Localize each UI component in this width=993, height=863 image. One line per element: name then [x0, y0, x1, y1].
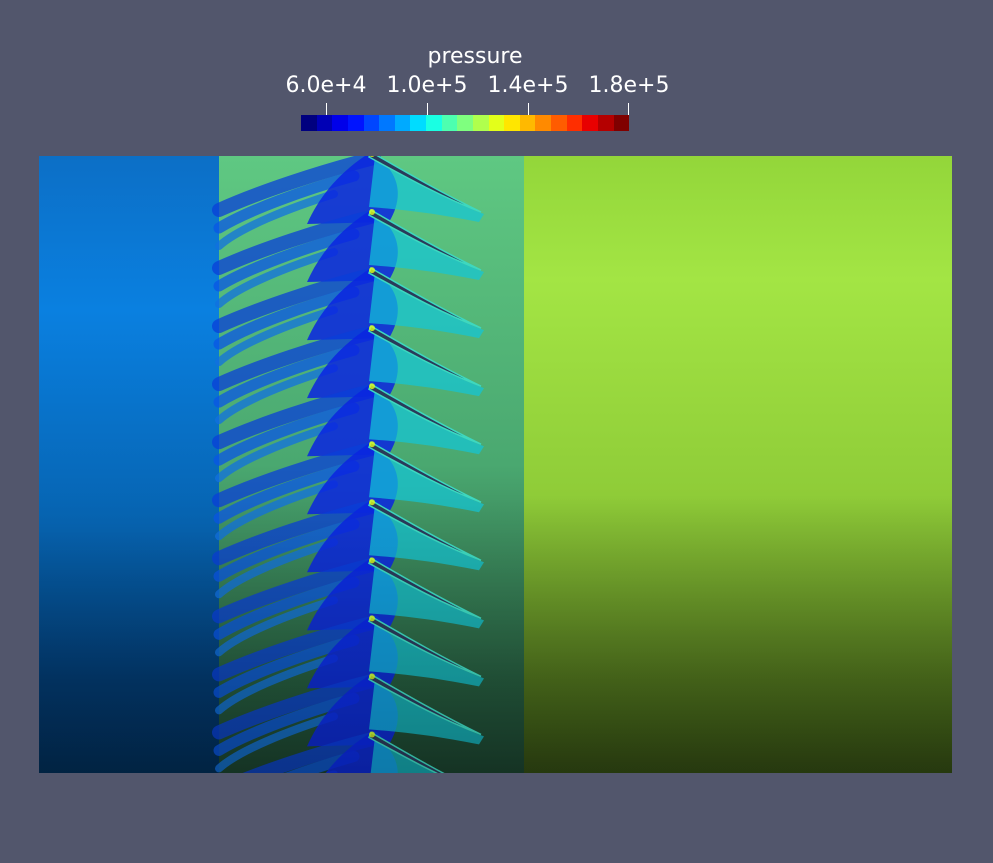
pressure-field-render[interactable] [39, 156, 952, 773]
colorbar-swatch [316, 115, 333, 131]
colorbar-swatch [566, 115, 583, 131]
colorbar-swatch [332, 115, 348, 131]
colorbar-swatch [410, 115, 426, 131]
colorbar-swatch [582, 115, 598, 131]
colorbar-swatch [379, 115, 395, 131]
colorbar-swatch [535, 115, 551, 131]
colorbar-swatch [363, 115, 380, 131]
colorbar-tick-mark [427, 103, 428, 117]
shading-overlay [39, 156, 952, 773]
colorbar-swatch [347, 115, 364, 131]
colorbar-tick-label: 6.0e+4 [285, 73, 367, 98]
colorbar-swatch [457, 115, 473, 131]
colorbar-swatch [472, 115, 489, 131]
colorbar-tick-mark [528, 103, 529, 117]
colorbar-swatch [504, 115, 520, 131]
colorbar-swatch [426, 115, 442, 131]
colorbar-tick-label: 1.8e+5 [588, 73, 670, 98]
colorbar-swatch [394, 115, 411, 131]
colorbar-swatch [488, 115, 505, 131]
colorbar-title: pressure [427, 44, 523, 69]
colorbar-swatch [519, 115, 536, 131]
colorbar-swatch [597, 115, 614, 131]
colorbar-tick-mark [326, 103, 327, 117]
colorbar-swatch [613, 115, 630, 131]
colorbar-legend [301, 115, 630, 131]
colorbar-swatch [441, 115, 458, 131]
colorbar-tick-label: 1.0e+5 [386, 73, 468, 98]
colorbar-tick-label: 1.4e+5 [487, 73, 569, 98]
colorbar-swatch [551, 115, 567, 131]
colorbar-swatch [301, 115, 317, 131]
colorbar-tick-mark [628, 103, 629, 117]
